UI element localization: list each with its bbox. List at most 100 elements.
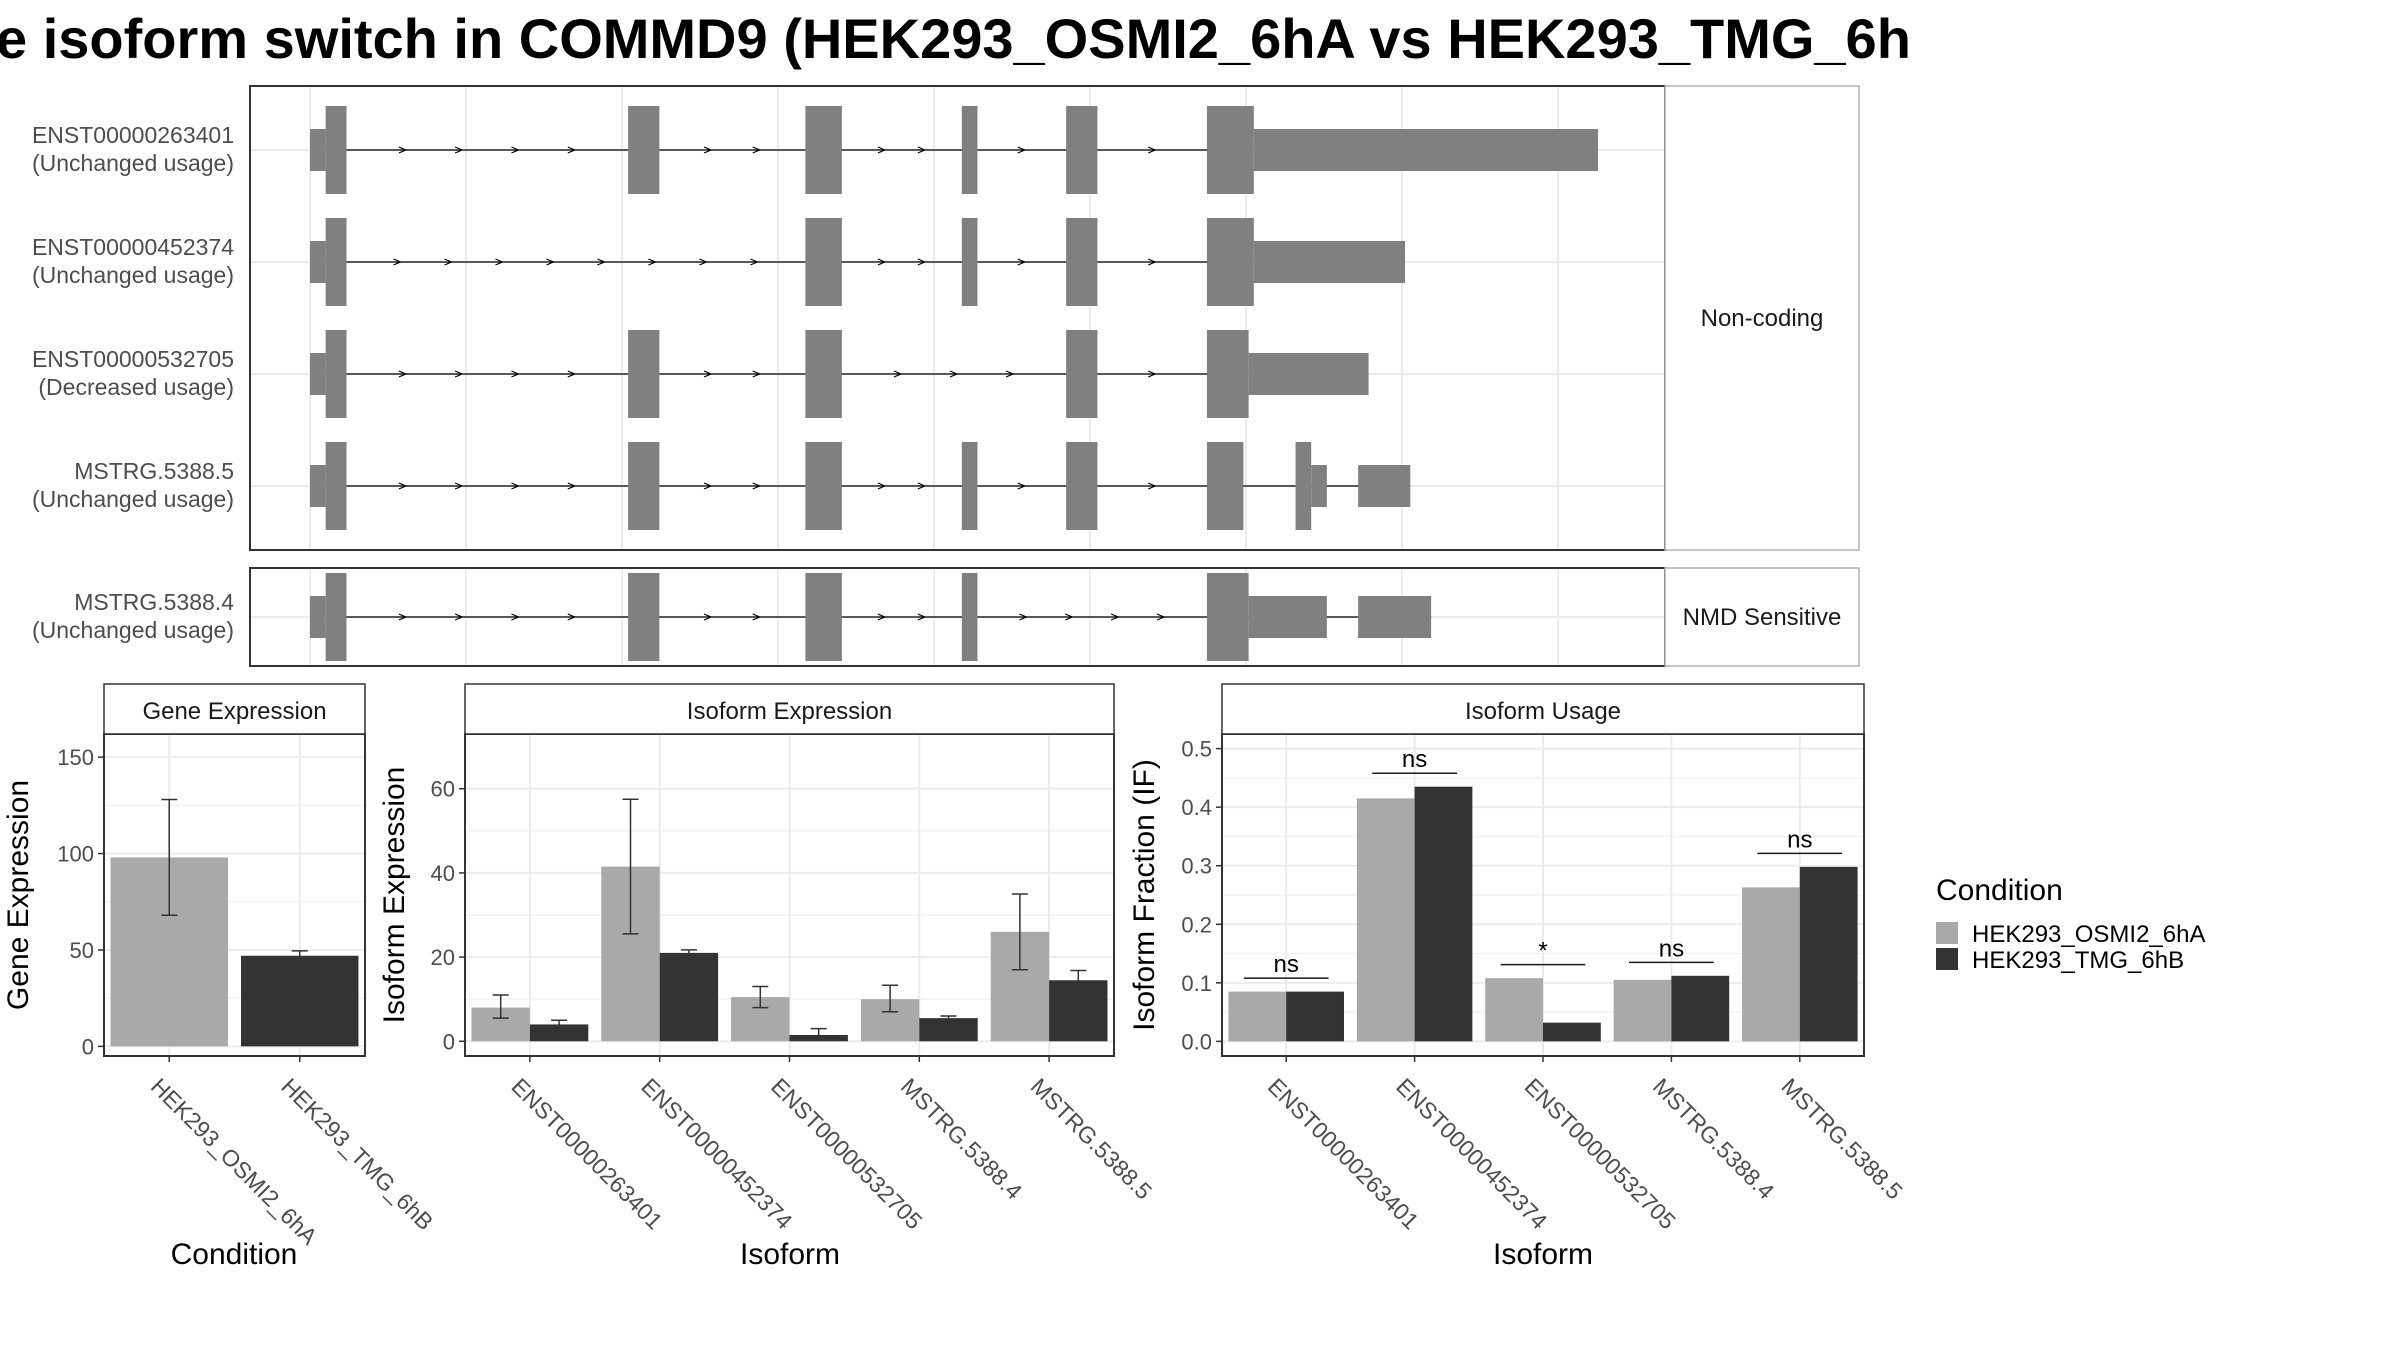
- noncoding-exon: [1248, 353, 1369, 395]
- category-strip-label: Non-coding: [1701, 305, 1824, 332]
- intron-arrow: [511, 370, 520, 378]
- coding-exon: [961, 218, 978, 306]
- y-tick-label: 100: [57, 842, 94, 867]
- transcript-usage-label: (Unchanged usage): [32, 150, 234, 176]
- coding-exon: [325, 330, 347, 418]
- intron-arrow: [752, 613, 762, 621]
- coding-exon: [805, 442, 842, 530]
- bar-1: [1671, 975, 1730, 1042]
- bar-1: [1543, 1022, 1601, 1042]
- coding-exon: [805, 330, 842, 418]
- intron-arrow: [511, 482, 520, 490]
- coding-exon: [805, 106, 842, 194]
- coding-exon: [1206, 218, 1254, 306]
- intron-arrow: [398, 482, 408, 490]
- x-axis-title: Isoform: [1493, 1238, 1593, 1271]
- transcript-structure-panel: ENST00000263401(Unchanged usage)ENST0000…: [32, 85, 1860, 667]
- intron-arrow: [750, 258, 759, 266]
- intron-arrow: [648, 258, 657, 266]
- transcript-usage-label: (Unchanged usage): [32, 262, 234, 288]
- bar-1: [1049, 980, 1108, 1042]
- intron-arrow: [597, 258, 606, 266]
- intron-arrow: [703, 370, 713, 378]
- y-tick-label: 20: [431, 945, 455, 970]
- intron-arrow: [1019, 613, 1028, 621]
- intron-arrow: [877, 482, 887, 490]
- intron-arrow: [567, 482, 577, 490]
- noncoding-exon: [310, 596, 326, 638]
- bar-0: [1228, 991, 1287, 1042]
- transcript-usage-label: (Unchanged usage): [32, 486, 234, 512]
- intron-arrow: [1156, 613, 1166, 621]
- y-axis-title: Isoform Fraction (IF): [1128, 759, 1161, 1031]
- coding-exon: [1066, 330, 1098, 418]
- y-tick-label: 40: [431, 861, 455, 886]
- figure-title: e isoform switch in COMMD9 (HEK293_OSMI2…: [0, 7, 1911, 70]
- coding-exon: [1066, 442, 1098, 530]
- transcript-id-label: ENST00000452374: [32, 234, 234, 260]
- noncoding-exon: [1358, 465, 1411, 507]
- coding-exon: [628, 330, 660, 418]
- y-axis-title: Gene Expression: [2, 780, 35, 1010]
- category-strip: [1664, 85, 1860, 551]
- coding-exon: [1206, 442, 1244, 530]
- x-axis-title: Isoform: [740, 1238, 840, 1271]
- bar-0: [1613, 979, 1672, 1042]
- intron-arrow: [877, 146, 887, 154]
- y-tick-label: 0.4: [1181, 795, 1212, 820]
- intron-arrow: [1110, 613, 1120, 621]
- transcript-usage-label: (Decreased usage): [38, 374, 234, 400]
- noncoding-exon: [310, 465, 326, 507]
- intron-arrow: [567, 613, 577, 621]
- legend-swatch: [1936, 922, 1958, 944]
- coding-exon: [325, 218, 347, 306]
- intron-arrow: [703, 613, 713, 621]
- intron-arrow: [752, 482, 762, 490]
- y-tick-label: 60: [431, 777, 455, 802]
- coding-exon: [1206, 573, 1249, 661]
- y-tick-label: 0.5: [1181, 737, 1212, 762]
- category-strip-label: NMD Sensitive: [1683, 604, 1842, 631]
- intron-arrow: [917, 613, 927, 621]
- x-tick-label: MSTRG.5388.5: [1776, 1073, 1907, 1204]
- intron-arrow: [511, 613, 520, 621]
- intron-arrow: [444, 258, 453, 266]
- intron-arrow: [703, 146, 713, 154]
- intron-arrow: [1005, 370, 1015, 378]
- legend-swatch: [1936, 948, 1958, 970]
- x-axis-title: Condition: [171, 1238, 298, 1271]
- intron-arrow: [917, 146, 927, 154]
- coding-exon: [1206, 106, 1254, 194]
- coding-exon: [961, 106, 978, 194]
- y-tick-label: 0.0: [1181, 1029, 1212, 1054]
- bar-1: [1799, 866, 1858, 1042]
- noncoding-exon: [1358, 596, 1432, 638]
- coding-exon: [961, 573, 978, 661]
- coding-exon: [805, 573, 842, 661]
- intron-arrow: [752, 146, 762, 154]
- chart-strip: [103, 683, 366, 735]
- significance-label: ns: [1787, 826, 1812, 853]
- coding-exon: [1295, 442, 1312, 530]
- y-tick-label: 0: [82, 1034, 94, 1059]
- intron-arrow: [703, 482, 713, 490]
- noncoding-exon: [310, 241, 326, 283]
- coding-exon: [961, 442, 978, 530]
- x-tick-label: MSTRG.5388.4: [1648, 1073, 1780, 1205]
- intron-arrow: [1017, 482, 1027, 490]
- intron-arrow: [893, 370, 903, 378]
- intron-arrow: [699, 258, 708, 266]
- y-axis-title: Isoform Expression: [378, 767, 411, 1024]
- intron-arrow: [567, 370, 577, 378]
- transcript-id-label: MSTRG.5388.5: [74, 458, 234, 484]
- significance-label: *: [1538, 938, 1547, 965]
- bar-1: [241, 955, 359, 1047]
- coding-exon: [628, 573, 660, 661]
- intron-arrow: [1017, 146, 1027, 154]
- intron-arrow: [917, 482, 927, 490]
- y-tick-label: 0.1: [1181, 971, 1212, 996]
- intron-arrow: [546, 258, 555, 266]
- bar-0: [1485, 978, 1543, 1042]
